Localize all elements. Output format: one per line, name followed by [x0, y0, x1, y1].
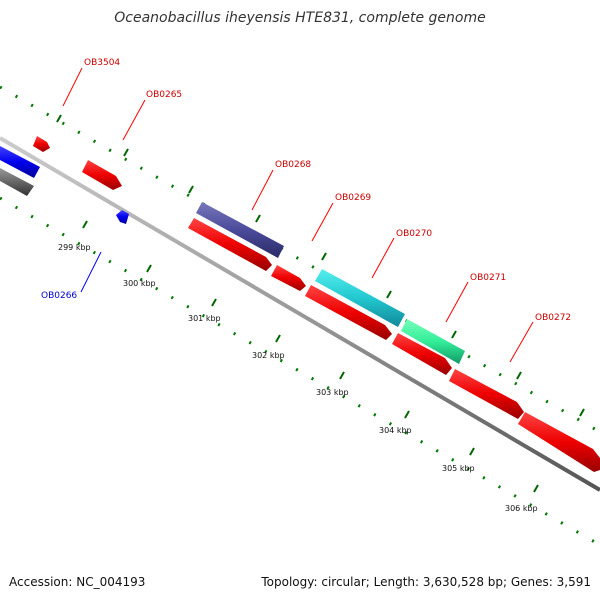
- scale-label-305: 305 kbp: [442, 464, 475, 473]
- scale-label-300: 300 kbp: [123, 279, 156, 288]
- gene-arrow-gray-left[interactable]: [0, 168, 34, 196]
- map-title: Oceanobacillus iheyensis HTE831, complet…: [114, 10, 485, 26]
- gc-track-inner: [0, 196, 600, 547]
- gene-arrow-right-edge[interactable]: [518, 412, 600, 472]
- genome-backbone: [0, 136, 600, 492]
- gene-label-OB0270[interactable]: OB0270: [396, 229, 432, 239]
- gene-label-OB0272[interactable]: OB0272: [535, 313, 571, 323]
- gene-arrow-OB0270[interactable]: [305, 285, 392, 340]
- genome-info-text: Topology: circular; Length: 3,630,528 bp…: [260, 575, 591, 589]
- gene-label-OB0271[interactable]: OB0271: [470, 273, 506, 283]
- gene-arrow-blue-left[interactable]: [0, 146, 40, 178]
- scale-label-302: 302 kbp: [252, 351, 285, 360]
- gene-arrow-OB0266[interactable]: [116, 210, 129, 224]
- gene-label-OB0265[interactable]: OB0265: [146, 90, 182, 100]
- feature-OB0270[interactable]: [315, 269, 405, 327]
- label-leader-OB0266: [80, 251, 102, 293]
- scale-label-304: 304 kbp: [379, 426, 412, 435]
- feature-OB0271[interactable]: [401, 319, 465, 364]
- gene-arrow-OB0269[interactable]: [271, 265, 306, 291]
- gene-arrow-OB0268[interactable]: [188, 218, 272, 271]
- scale-label-301: 301 kbp: [188, 314, 221, 323]
- scale-label-306: 306 kbp: [505, 504, 538, 513]
- gene-arrow-OB0272[interactable]: [449, 369, 524, 419]
- scale-label-299: 299 kbp: [58, 243, 91, 252]
- label-leaders: [62, 67, 534, 363]
- gene-label-OB0266[interactable]: OB0266: [41, 291, 77, 301]
- scale-label-303: 303 kbp: [316, 388, 349, 397]
- feature-OB0268[interactable]: [196, 202, 284, 258]
- gene-arrow-OB0265[interactable]: [82, 160, 122, 190]
- gc-track-outer: [0, 85, 600, 434]
- inner-major-ticks: [82, 220, 539, 493]
- gene-label-OB3504[interactable]: OB3504: [84, 58, 120, 68]
- gene-arrow-OB3504[interactable]: [33, 136, 50, 152]
- gene-label-OB0268[interactable]: OB0268: [275, 160, 311, 170]
- gene-arrow-OB0271[interactable]: [392, 333, 452, 375]
- outer-major-ticks: [56, 114, 585, 417]
- accession-text: Accession: NC_004193: [9, 575, 145, 589]
- gene-label-OB0269[interactable]: OB0269: [335, 193, 371, 203]
